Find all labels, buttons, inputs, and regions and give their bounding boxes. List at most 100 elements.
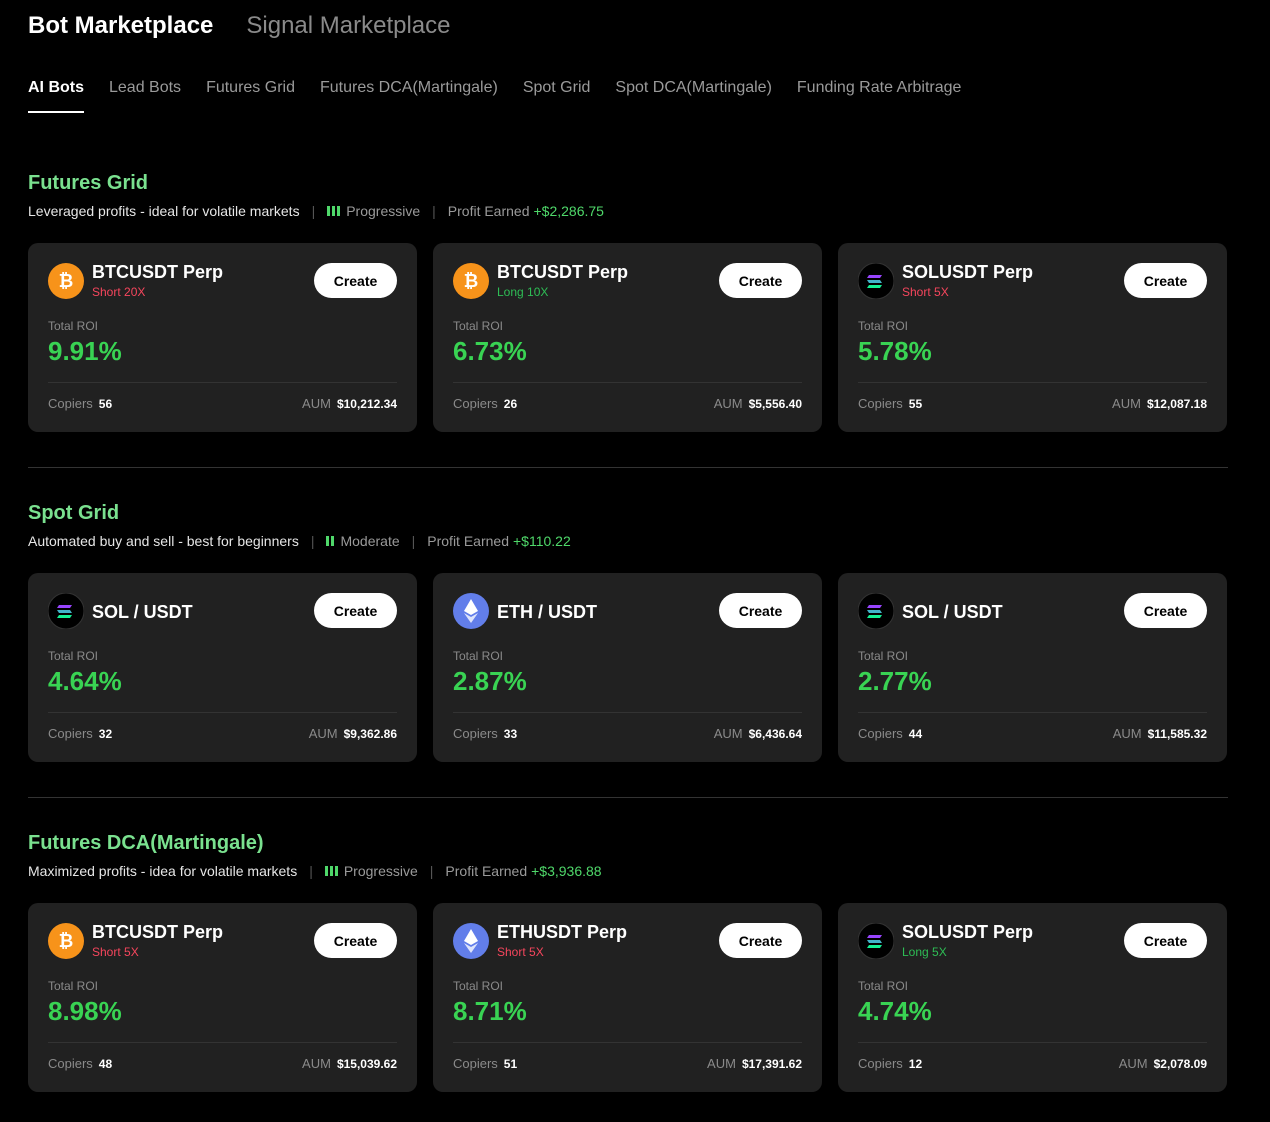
roi-label: Total ROI xyxy=(453,979,504,993)
coin-icon xyxy=(453,593,489,629)
position-side: Short 5X xyxy=(902,285,949,299)
risk-level: Progressive xyxy=(346,203,421,219)
sub-tab[interactable]: Lead Bots xyxy=(109,79,182,96)
svg-text:₿: ₿ xyxy=(59,271,74,292)
card-divider xyxy=(48,1042,397,1043)
sub-tabs: AI Bots Lead Bots Futures Grid Futures DCA(… xyxy=(28,79,961,113)
create-button[interactable]: Create xyxy=(314,923,397,958)
aum-value: $6,436.64 xyxy=(748,727,802,741)
pair-name: SOL / USDT xyxy=(902,602,1003,622)
aum-value: $10,212.34 xyxy=(336,397,397,411)
risk-bar xyxy=(324,866,328,876)
sub-tab[interactable]: Spot DCA(Martingale) xyxy=(615,79,772,96)
create-button[interactable]: Create xyxy=(719,593,802,628)
roi-label: Total ROI xyxy=(48,649,99,663)
aum: AUM $17,391.62 xyxy=(707,1056,802,1071)
aum-value: $2,078.09 xyxy=(1153,1057,1207,1071)
pair-name: SOLUSDT Perp xyxy=(902,922,1034,942)
separator: | xyxy=(432,203,436,219)
copiers: Copiers 51 xyxy=(453,1056,517,1071)
sub-tab[interactable]: AI Bots xyxy=(28,79,84,113)
roi-value: 9.91% xyxy=(48,336,122,366)
roi-label: Total ROI xyxy=(858,649,909,663)
card-footer: Copiers 12 AUM $2,078.09 xyxy=(858,1056,1207,1071)
copiers-value: 56 xyxy=(98,397,113,411)
section: Futures Grid Leveraged profits - ideal fo… xyxy=(28,170,1228,432)
create-button[interactable]: Create xyxy=(314,263,397,298)
copiers: Copiers 12 xyxy=(858,1056,922,1071)
aum-label: AUM xyxy=(308,726,338,741)
risk-bar xyxy=(337,206,341,216)
aum: AUM $2,078.09 xyxy=(1119,1056,1207,1071)
bot-card: SOL / USDT Create Total ROI 4.64% Copiers 32 A… xyxy=(28,573,417,762)
top-tabs: Bot Marketplace Signal Marketplace xyxy=(28,12,451,40)
card-footer: Copiers 55 AUM $12,087.18 xyxy=(858,396,1207,411)
section-title: Futures Grid xyxy=(28,172,149,194)
bot-card: SOLUSDT Perp Long 5X Create Total ROI 4.74% C… xyxy=(838,903,1227,1092)
copiers-value: 33 xyxy=(503,727,518,741)
profit-value: +$3,936.88 xyxy=(531,863,602,879)
card-footer: Copiers 44 AUM $11,585.32 xyxy=(858,726,1207,741)
card-divider xyxy=(453,382,802,383)
aum-label: AUM xyxy=(1112,396,1141,411)
aum: AUM $5,556.40 xyxy=(714,396,802,411)
risk-bar xyxy=(329,866,333,876)
pair-name: SOL / USDT xyxy=(92,602,193,622)
sub-tab[interactable]: Spot Grid xyxy=(522,79,591,96)
pair-name: BTCUSDT Perp xyxy=(92,262,224,282)
card-divider xyxy=(453,712,802,713)
roi-label: Total ROI xyxy=(858,319,909,333)
bot-card: ₿ BTCUSDT Perp Short 20X Create Total ROI 9.9… xyxy=(28,243,417,432)
bot-card: SOLUSDT Perp Short 5X Create Total ROI 5.78%… xyxy=(838,243,1227,432)
create-button[interactable]: Create xyxy=(1124,263,1207,298)
copiers-label: Copiers xyxy=(48,1056,93,1071)
bot-card: SOL / USDT Create Total ROI 2.77% Copiers 44 A… xyxy=(838,573,1227,762)
sub-tab[interactable]: Funding Rate Arbitrage xyxy=(796,79,962,96)
sub-tab[interactable]: Futures DCA(Martingale) xyxy=(319,79,498,96)
position-side: Long 5X xyxy=(902,945,947,959)
separator: | xyxy=(429,863,434,879)
roi-value: 5.78% xyxy=(858,336,932,366)
pair-name: ETH / USDT xyxy=(497,602,598,622)
position-side: Short 5X xyxy=(92,945,139,959)
create-button[interactable]: Create xyxy=(719,923,802,958)
section-title: Futures DCA(Martingale) xyxy=(28,832,264,854)
copiers-value: 32 xyxy=(98,727,113,741)
create-button[interactable]: Create xyxy=(314,593,397,628)
tab[interactable]: Signal Marketplace xyxy=(246,12,451,39)
risk-icon xyxy=(327,206,341,216)
roi-label: Total ROI xyxy=(48,979,99,993)
copiers: Copiers 26 xyxy=(453,396,517,411)
aum: AUM $9,362.86 xyxy=(309,726,397,741)
roi-label: Total ROI xyxy=(48,319,99,333)
copiers-value: 51 xyxy=(503,1057,518,1071)
coin-icon xyxy=(857,592,895,630)
create-button[interactable]: Create xyxy=(1124,923,1207,958)
copiers-label: Copiers xyxy=(858,1056,903,1071)
tab[interactable]: Bot Marketplace xyxy=(28,12,214,39)
aum-label: AUM xyxy=(707,1056,736,1071)
aum-label: AUM xyxy=(302,396,331,411)
sub-tab[interactable]: Futures Grid xyxy=(206,79,295,96)
aum-label: AUM xyxy=(302,1056,331,1071)
section-description: Leveraged profits - ideal for volatile m… xyxy=(28,201,1228,221)
bot-card: ₿ BTCUSDT Perp Short 5X Create Total ROI 8.98… xyxy=(28,903,417,1092)
copiers-label: Copiers xyxy=(453,396,498,411)
copiers: Copiers 32 xyxy=(48,726,112,741)
position-side: Short 20X xyxy=(92,285,146,299)
create-button[interactable]: Create xyxy=(1124,593,1207,628)
create-button[interactable]: Create xyxy=(719,263,802,298)
svg-text:₿: ₿ xyxy=(59,931,74,952)
profit-label: Profit Earned xyxy=(445,863,528,879)
copiers-label: Copiers xyxy=(453,1056,498,1071)
card-footer: Copiers 33 AUM $6,436.64 xyxy=(453,726,802,741)
aum: AUM $10,212.34 xyxy=(302,396,397,411)
copiers: Copiers 44 xyxy=(858,726,922,741)
copiers: Copiers 48 xyxy=(48,1056,112,1071)
section-divider xyxy=(28,797,1228,798)
roi-value: 2.77% xyxy=(858,666,932,696)
copiers: Copiers 33 xyxy=(453,726,517,741)
bot-card: ETHUSDT Perp Short 5X Create Total ROI 8.71%… xyxy=(433,903,822,1092)
description: Automated buy and sell - best for beginn… xyxy=(28,533,299,549)
